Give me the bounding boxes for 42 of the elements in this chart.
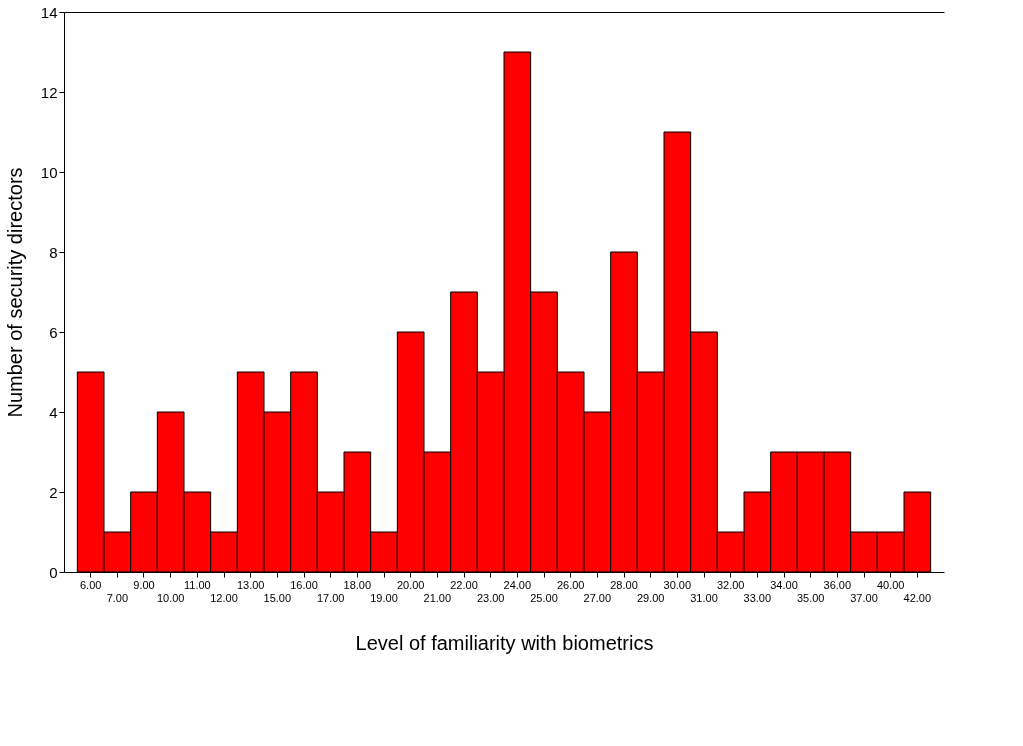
y-tick-label: 10	[40, 163, 58, 181]
x-tick-label: 25.00	[530, 591, 558, 604]
x-tick-label: 22.00	[450, 578, 478, 591]
x-tick-label: 37.00	[850, 591, 878, 604]
x-tick-label: 24.00	[503, 578, 532, 591]
x-tick-label: 12.00	[210, 591, 238, 604]
x-axis-title: Level of familiarity with biometrics	[355, 631, 654, 654]
x-tick-label: 11.00	[183, 578, 211, 591]
y-tick-label: 8	[49, 243, 58, 261]
y-tick-label: 12	[40, 83, 58, 101]
x-tick-label: 6.00	[79, 578, 102, 591]
x-tick-label: 33.00	[743, 591, 772, 604]
y-axis-title: Number of security directors	[3, 167, 26, 418]
x-tick-label: 27.00	[583, 591, 612, 604]
x-tick-label: 13.00	[236, 578, 265, 591]
y-tick-label: 2	[49, 483, 58, 501]
x-tick-label: 26.00	[556, 578, 585, 591]
x-tick-label: 30.00	[663, 578, 692, 591]
x-tick-label: 19.00	[370, 591, 398, 604]
y-tick-label: 6	[49, 323, 58, 341]
y-tick-label: 14	[40, 3, 58, 21]
x-tick-label: 29.00	[636, 591, 665, 604]
x-tick-label: 31.00	[690, 591, 718, 604]
y-tick-label: 0	[49, 563, 58, 581]
x-tick-label: 32.00	[716, 578, 745, 591]
y-tick-label: 4	[49, 403, 58, 421]
x-tick-label: 10.00	[156, 591, 185, 604]
x-tick-label: 28.00	[610, 578, 638, 591]
x-tick-label: 16.00	[290, 578, 318, 591]
x-tick-label: 15.00	[263, 591, 292, 604]
x-tick-label: 34.00	[770, 578, 798, 591]
x-tick-label: 42.00	[903, 591, 932, 604]
x-tick-label: 23.00	[476, 591, 505, 604]
x-tick-label: 40.00	[876, 578, 905, 591]
x-tick-label: 21.00	[423, 591, 452, 604]
x-tick-label: 17.00	[316, 591, 345, 604]
x-tick-label: 35.00	[796, 591, 825, 604]
x-tick-label: 36.00	[823, 578, 852, 591]
x-tick-label: 7.00	[106, 591, 129, 604]
x-tick-label: 9.00	[133, 578, 155, 591]
x-tick-label: 18.00	[343, 578, 372, 591]
x-tick-label: 20.00	[396, 578, 425, 591]
